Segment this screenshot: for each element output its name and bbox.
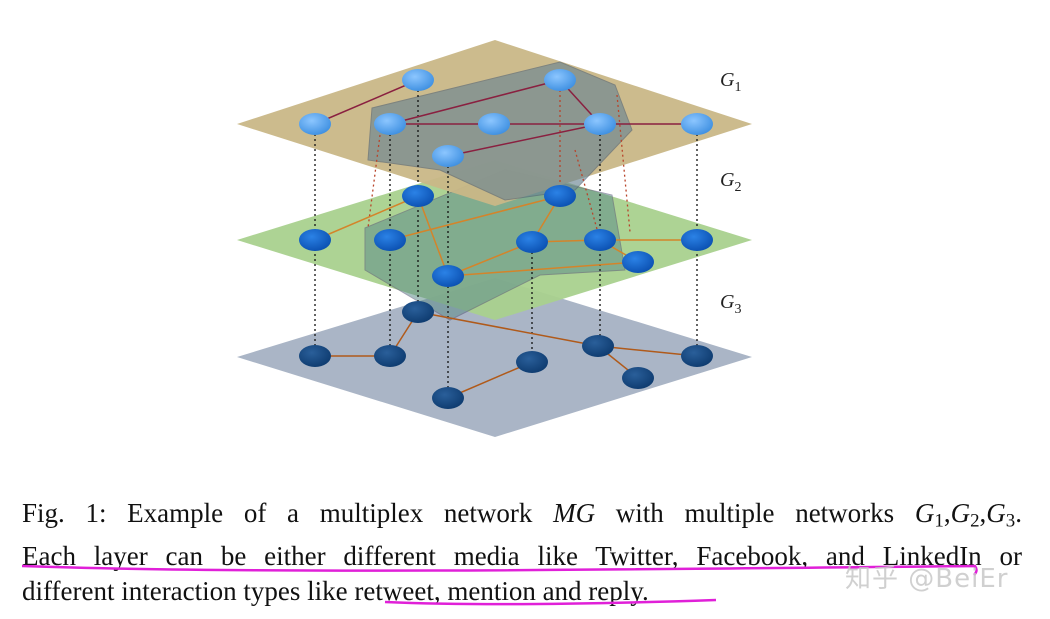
node (582, 335, 614, 357)
node (681, 345, 713, 367)
node (681, 113, 713, 135)
layer-g3-nodes (299, 301, 713, 409)
watermark: 知乎 @BeiEr (845, 564, 1009, 594)
node (374, 113, 406, 135)
node (374, 345, 406, 367)
layer-label-g2: G2 (720, 169, 741, 195)
node (402, 301, 434, 323)
node (584, 113, 616, 135)
node (432, 387, 464, 409)
multiplex-network-figure: G1 G2 G3 (237, 40, 752, 437)
interlayer-links-red (367, 80, 631, 241)
node (299, 229, 331, 251)
layer-label-g3: G3 (720, 291, 741, 317)
node (299, 113, 331, 135)
node (374, 229, 406, 251)
node (544, 69, 576, 91)
node (516, 351, 548, 373)
node (432, 145, 464, 167)
node (681, 229, 713, 251)
caption-line-1: Fig. 1: Example of a multiplex network M… (22, 498, 1022, 532)
layer-g1-nodes (299, 69, 713, 167)
node (402, 69, 434, 91)
layer-g1-edges (314, 79, 697, 157)
node (478, 113, 510, 135)
layer-g2-nodes (299, 185, 713, 287)
layer-g3-plane (237, 278, 752, 437)
node (584, 229, 616, 251)
layer-label-g1: G1 (720, 69, 741, 95)
node (622, 251, 654, 273)
node (299, 345, 331, 367)
node (622, 367, 654, 389)
node (432, 265, 464, 287)
layer-g2-edges (314, 195, 697, 277)
node (516, 231, 548, 253)
node (402, 185, 434, 207)
node (544, 185, 576, 207)
